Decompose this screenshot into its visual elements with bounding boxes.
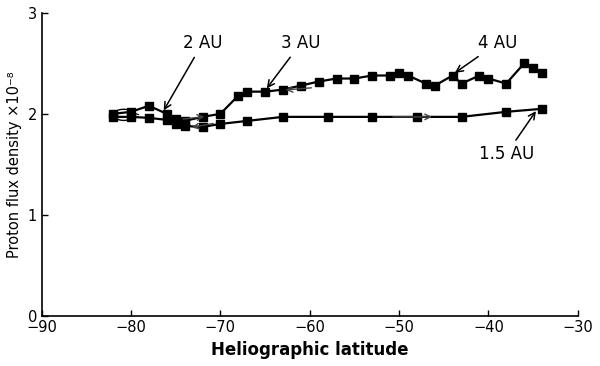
X-axis label: Heliographic latitude: Heliographic latitude	[211, 341, 409, 359]
Text: 3 AU: 3 AU	[268, 34, 320, 87]
Text: 1.5 AU: 1.5 AU	[479, 112, 535, 163]
Y-axis label: Proton flux density ×10⁻⁸: Proton flux density ×10⁻⁸	[7, 71, 22, 258]
Text: 2 AU: 2 AU	[164, 34, 222, 109]
Text: 4 AU: 4 AU	[457, 34, 517, 72]
